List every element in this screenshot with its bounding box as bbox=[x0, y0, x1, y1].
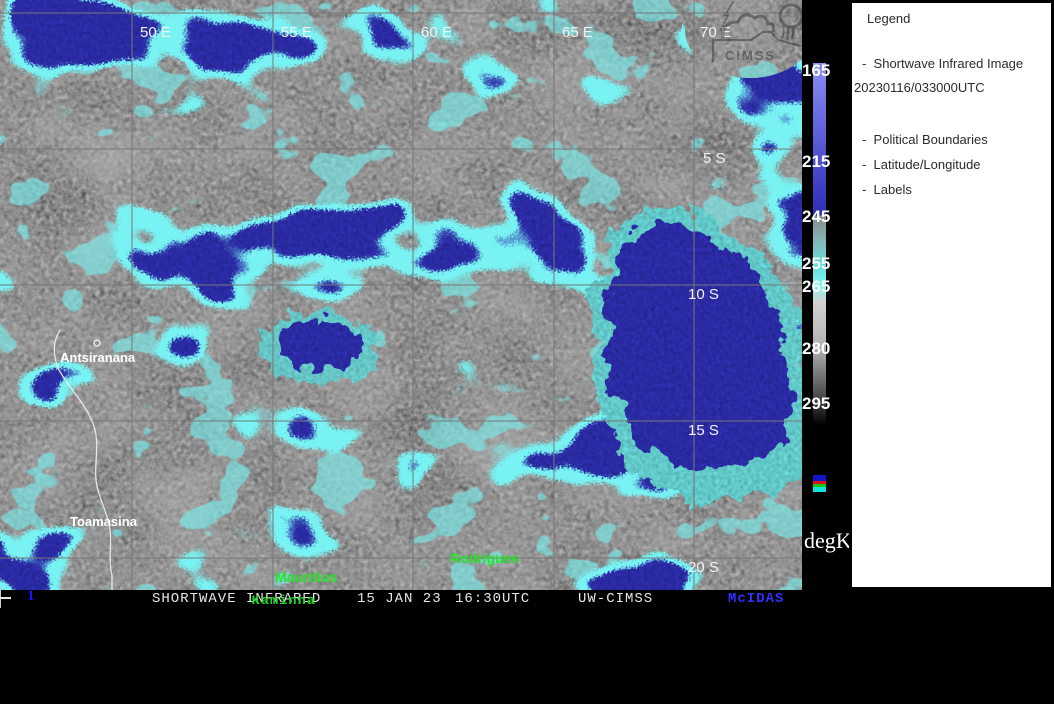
svg-text:295: 295 bbox=[802, 394, 830, 413]
svg-text:280: 280 bbox=[802, 339, 830, 358]
svg-text:degK: degK bbox=[804, 528, 849, 553]
svg-text:215: 215 bbox=[802, 152, 830, 171]
svg-text:5 S: 5 S bbox=[703, 150, 726, 167]
svg-text:165: 165 bbox=[802, 61, 830, 80]
svg-text:20 S: 20 S bbox=[688, 559, 719, 576]
svg-text:255: 255 bbox=[802, 254, 830, 273]
svg-text:Toamasina: Toamasina bbox=[70, 514, 138, 529]
svg-text:50 E: 50 E bbox=[140, 24, 171, 41]
svg-text:CIMSS: CIMSS bbox=[725, 48, 776, 63]
svg-text:55 E: 55 E bbox=[281, 24, 312, 41]
svg-text:60 E: 60 E bbox=[421, 24, 452, 41]
svg-text:15 S: 15 S bbox=[688, 422, 719, 439]
svg-text:65 E: 65 E bbox=[562, 24, 593, 41]
svg-text:10 S: 10 S bbox=[688, 286, 719, 303]
svg-text:Antsiranana: Antsiranana bbox=[60, 350, 136, 365]
svg-text:Rodrigues: Rodrigues bbox=[450, 550, 519, 566]
svg-text:Mauritius: Mauritius bbox=[275, 569, 337, 585]
svg-text:245: 245 bbox=[802, 207, 830, 226]
svg-text:265: 265 bbox=[802, 277, 830, 296]
